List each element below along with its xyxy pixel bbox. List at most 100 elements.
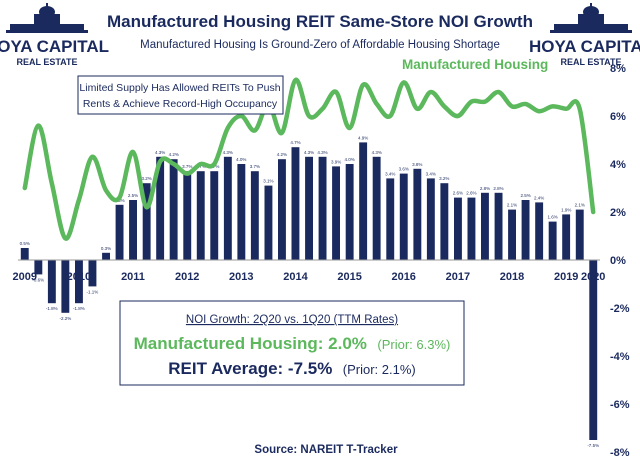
x-tick-2013: 2013	[229, 271, 253, 283]
logo-right-line2: REAL ESTATE	[560, 57, 621, 67]
bar-33	[454, 197, 462, 260]
y-tick-2: 4%	[610, 159, 626, 171]
bar-label-27: 4.3%	[372, 150, 382, 155]
bar-label-22: 4.3%	[304, 150, 314, 155]
x-tick-2012: 2012	[175, 271, 199, 283]
bar-10	[142, 183, 151, 260]
bar-label-1: 0.5%	[20, 241, 30, 246]
bar-label-33: 2.6%	[453, 191, 463, 196]
capitol-icon	[550, 3, 632, 33]
bar-9	[129, 200, 137, 260]
bar-label-40: 1.6%	[547, 215, 557, 220]
bar-label-25: 4.0%	[344, 157, 354, 162]
bar-40	[548, 221, 557, 260]
bar-39	[535, 202, 544, 260]
bar-32	[440, 183, 449, 260]
bar-label-3: -1.8%	[46, 306, 58, 311]
bar-22	[305, 156, 313, 260]
y-tick-3: 2%	[610, 207, 626, 219]
bar-label-21: 4.7%	[290, 140, 300, 145]
logo-right: HOYA CAPITAL REAL ESTATE	[529, 3, 640, 67]
info-heading: NOI Growth: 2Q20 vs. 1Q20 (TTM Rates)	[186, 314, 398, 326]
bar-label-34: 2.6%	[466, 191, 476, 196]
source-note: Source: NAREIT T-Tracker	[254, 444, 398, 456]
bar-36	[494, 192, 503, 260]
bar-24	[332, 166, 340, 260]
x-tick-2019: 2019	[554, 271, 578, 283]
info-mh-prior: (Prior: 6.3%)	[377, 337, 450, 352]
bar-15	[210, 171, 219, 260]
bar-label-41: 1.9%	[561, 207, 571, 212]
bar-label-12: 4.2%	[169, 152, 179, 157]
x-tick-2011: 2011	[121, 271, 145, 283]
bar-label-28: 3.4%	[385, 171, 395, 176]
bar-27	[372, 156, 381, 260]
logo-left-line2: REAL ESTATE	[16, 57, 77, 67]
bar-37	[508, 209, 516, 260]
bar-42	[575, 209, 584, 260]
bar-label-9: 2.5%	[128, 193, 138, 198]
bar-label-42: 2.1%	[575, 203, 585, 208]
bar-21	[291, 147, 300, 260]
callout-line2: Rents & Achieve Record-High Occupancy	[83, 98, 278, 110]
x-tick-2020: 2020	[581, 271, 605, 283]
bar-14	[196, 171, 205, 260]
bar-4	[61, 260, 70, 313]
x-tick-2010: 2010	[67, 271, 91, 283]
bar-label-4: -2.2%	[60, 316, 72, 321]
bar-17	[237, 164, 246, 260]
bar-25	[345, 164, 354, 260]
bar-16	[223, 156, 232, 260]
bar-label-18: 3.7%	[250, 164, 260, 169]
bar-8	[115, 204, 124, 260]
x-tick-2014: 2014	[283, 271, 308, 283]
logo-right-line1: HOYA CAPITAL	[529, 37, 640, 56]
bar-2	[34, 260, 43, 275]
bar-18	[250, 171, 259, 260]
bar-label-10: 3.2%	[141, 176, 151, 181]
info-reit-value: REIT Average: -7.5%	[168, 359, 332, 378]
bar-label-36: 2.8%	[493, 186, 503, 191]
info-mh-line: Manufactured Housing: 2.0% (Prior: 6.3%)	[134, 334, 451, 353]
bar-35	[481, 192, 489, 260]
info-reit-prior: (Prior: 2.1%)	[343, 362, 416, 377]
chart-title: Manufactured Housing REIT Same-Store NOI…	[107, 12, 533, 31]
bar-label-11: 4.3%	[155, 150, 165, 155]
bar-20	[278, 159, 286, 260]
bar-label-6: -1.1%	[87, 289, 99, 294]
y-tick-0: 8%	[610, 63, 626, 75]
x-tick-2018: 2018	[500, 271, 524, 283]
bar-label-37: 2.1%	[507, 203, 517, 208]
bar-label-23: 4.3%	[317, 150, 327, 155]
y-tick-7: -6%	[610, 399, 630, 411]
bar-label-24: 3.9%	[331, 159, 341, 164]
bar-label-20: 4.2%	[277, 152, 287, 157]
y-tick-8: -8%	[610, 447, 630, 459]
info-mh-value: Manufactured Housing: 2.0%	[134, 334, 367, 353]
y-tick-1: 6%	[610, 111, 626, 123]
y-tick-4: 0%	[610, 255, 626, 267]
bar-label-5: -1.8%	[73, 306, 85, 311]
manufactured-housing-line	[22, 77, 596, 241]
bar-31	[426, 178, 435, 260]
bar-label-39: 2.4%	[534, 195, 544, 200]
y-axis-ticks: 8% 6% 4% 2% 0% -2% -4% -6% -8%	[610, 63, 630, 459]
bar-label-13: 3.7%	[182, 164, 192, 169]
bar-label-29: 3.6%	[399, 167, 409, 172]
bar-label-31: 3.4%	[426, 171, 436, 176]
bar-label-19: 3.1%	[263, 179, 273, 184]
bar-1	[20, 248, 29, 260]
x-axis-ticks: 2009 2010 2011 2012 2013 2014 2015 2016 2017 2018…	[13, 271, 606, 283]
bar-label-38: 2.5%	[520, 193, 530, 198]
series-label-manufactured-housing: Manufactured Housing	[402, 57, 548, 72]
y-tick-6: -4%	[610, 351, 630, 363]
bar-label-7: 0.3%	[101, 246, 111, 251]
x-tick-2009: 2009	[13, 271, 37, 283]
bar-label-16: 4.3%	[223, 150, 233, 155]
bar-13	[183, 171, 192, 260]
bar-label-32: 3.2%	[439, 176, 449, 181]
bar-6	[88, 260, 97, 287]
bar-34	[467, 197, 476, 260]
bar-label-17: 4.0%	[236, 157, 246, 162]
